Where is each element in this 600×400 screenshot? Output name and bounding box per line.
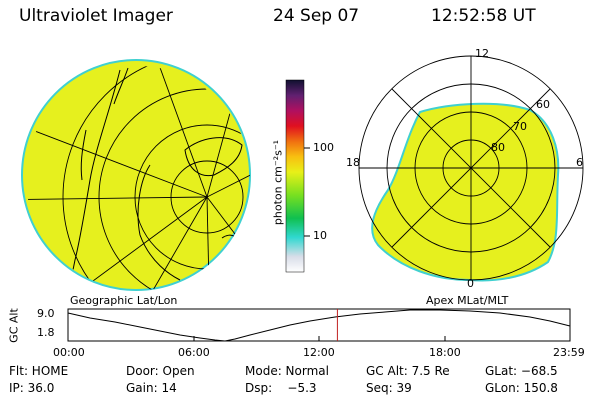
geographic-map bbox=[21, 59, 251, 291]
altitude-curve bbox=[67, 309, 571, 342]
status-glat: GLat: −68.5 bbox=[485, 364, 558, 378]
aurora-image-right bbox=[371, 102, 560, 282]
altitude-ylabel: GC Alt bbox=[7, 308, 21, 343]
date-label: 24 Sep 07 bbox=[273, 6, 360, 26]
status-door: Door: Open bbox=[126, 364, 195, 378]
time-tick-2: 12:00 bbox=[303, 346, 335, 359]
aurora-image-left bbox=[21, 59, 251, 291]
time-tick-1: 06:00 bbox=[178, 346, 210, 359]
status-mode: Mode: Normal bbox=[245, 364, 329, 378]
colorbar-tick-10: 10 bbox=[313, 229, 327, 242]
lat-label-60: 60 bbox=[536, 98, 550, 111]
instrument-title: Ultraviolet Imager bbox=[19, 6, 173, 26]
geographic-label: Geographic Lat/Lon bbox=[70, 294, 178, 307]
status-seq: Seq: 39 bbox=[366, 381, 412, 395]
time-tick-3: 18:00 bbox=[429, 346, 461, 359]
colorbar-tick-100: 100 bbox=[313, 141, 334, 154]
colorbar bbox=[285, 79, 310, 273]
status-gc-alt: GC Alt: 7.5 Re bbox=[366, 364, 450, 378]
colorbar-unit-label: photon cm⁻²s⁻¹ bbox=[271, 139, 285, 226]
mlt-label-12: 12 bbox=[475, 47, 489, 60]
time-tick-0: 00:00 bbox=[53, 346, 85, 359]
lat-label-80: 80 bbox=[491, 141, 505, 154]
time-label: 12:52:58 UT bbox=[431, 6, 536, 26]
altitude-ytick-bottom: 1.8 bbox=[37, 326, 55, 339]
apex-label: Apex MLat/MLT bbox=[426, 294, 509, 307]
mlt-label-0: 0 bbox=[467, 277, 474, 290]
mlt-label-6: 6 bbox=[576, 156, 583, 169]
colorbar-gradient bbox=[285, 79, 305, 273]
time-tick-4: 23:59 bbox=[553, 346, 585, 359]
polar-grid bbox=[358, 55, 584, 281]
status-dsp: Dsp: −5.3 bbox=[245, 381, 317, 395]
status-flt: Flt: HOME bbox=[9, 364, 69, 378]
mlt-label-18: 18 bbox=[346, 156, 360, 169]
altitude-ytick-top: 9.0 bbox=[37, 307, 55, 320]
altitude-plot bbox=[67, 308, 571, 342]
status-ip: IP: 36.0 bbox=[9, 381, 55, 395]
apex-polar-map bbox=[358, 55, 584, 282]
lat-label-70: 70 bbox=[513, 120, 527, 133]
status-gain: Gain: 14 bbox=[126, 381, 177, 395]
status-glon: GLon: 150.8 bbox=[485, 381, 558, 395]
